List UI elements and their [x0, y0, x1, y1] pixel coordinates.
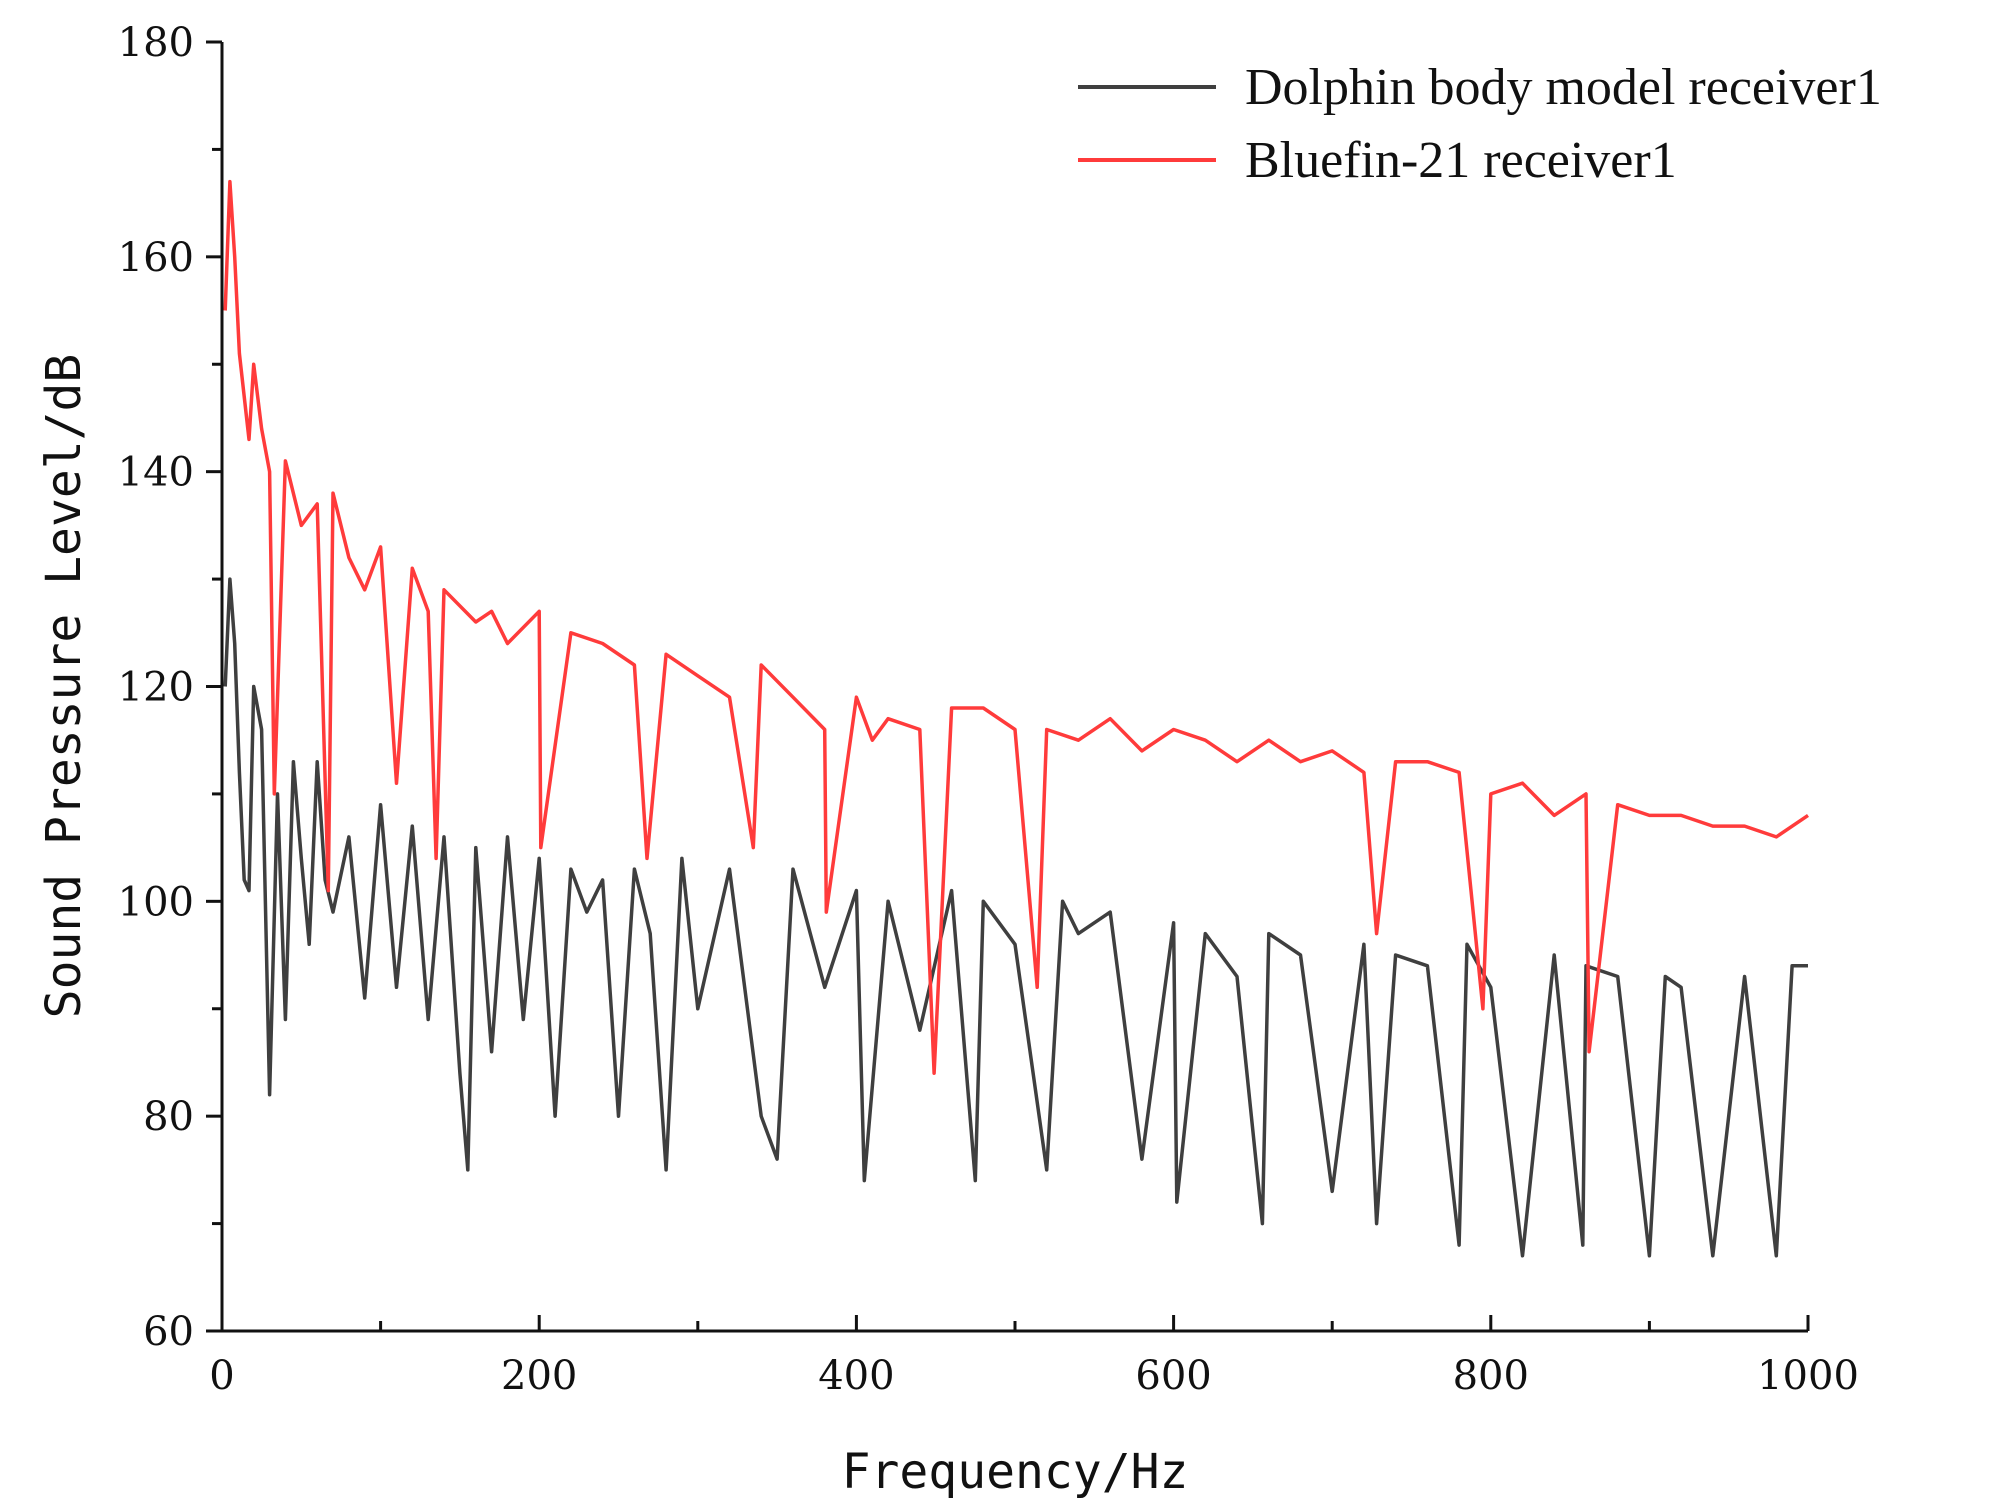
y-tick-label: 60 [143, 1309, 194, 1355]
x-tick-label: 1000 [1757, 1353, 1859, 1399]
x-tick-label: 0 [209, 1353, 234, 1399]
series-line-bluefin [223, 179, 1809, 1075]
x-tick-label: 400 [818, 1353, 894, 1399]
legend-label-bluefin: Bluefin-21 receiver1 [1245, 132, 1677, 189]
legend-label-dolphin: Dolphin body model receiver1 [1245, 59, 1882, 116]
y-tick-label: 180 [118, 20, 194, 66]
axis-ticks: 0 200 400 600 800 1000 60 80 100 120 140 160 180 [118, 20, 1859, 1399]
x-tick-label: 800 [1453, 1353, 1529, 1399]
y-axis-title: Sound Pressure Level/dB [36, 354, 92, 1019]
y-tick-label: 120 [118, 665, 194, 711]
x-tick-label: 600 [1135, 1353, 1211, 1399]
legend: Dolphin body model receiver1 Bluefin-21 … [1078, 59, 1882, 189]
x-tick-label: 200 [501, 1353, 577, 1399]
y-tick-label: 80 [143, 1094, 194, 1140]
x-axis-title: Frequency/Hz [842, 1444, 1189, 1500]
series-line-dolphin [223, 577, 1808, 1258]
y-tick-label: 100 [118, 879, 194, 925]
y-tick-label: 160 [118, 235, 194, 281]
y-tick-label: 140 [118, 450, 194, 496]
plot-area [223, 179, 1809, 1258]
